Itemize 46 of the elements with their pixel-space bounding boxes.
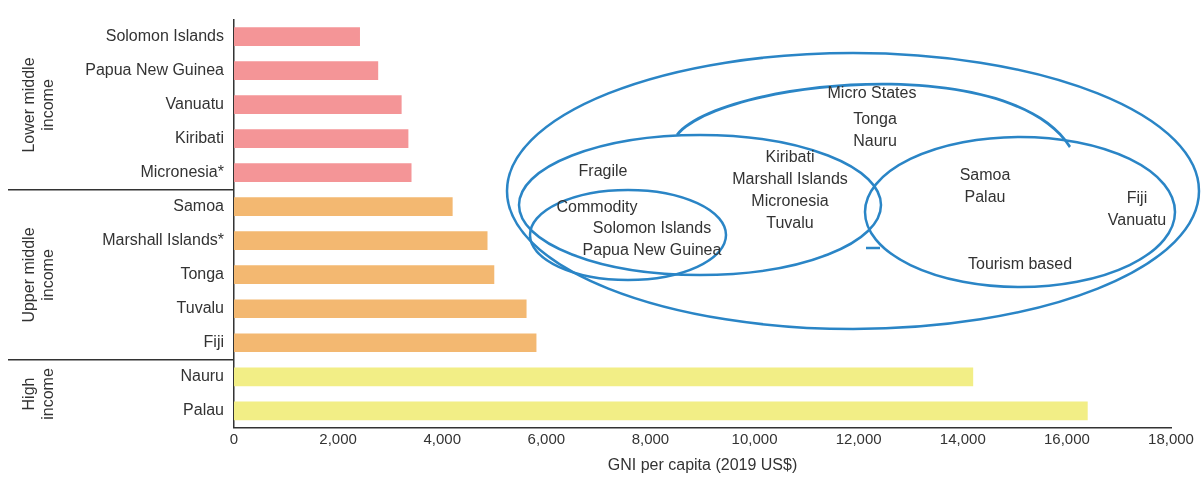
annotation: Fragile (578, 161, 628, 181)
bar (234, 299, 527, 319)
y-tick-label: Tonga (180, 265, 225, 283)
bar (234, 197, 453, 217)
x-tick-label: 0 (229, 429, 239, 447)
y-tick-label: Nauru (180, 367, 224, 385)
bar (234, 401, 1088, 421)
text: Upper middle income (19, 227, 57, 323)
x-tick-label: 6,000 (527, 429, 566, 447)
x-tick-label: 16,000 (1043, 429, 1090, 447)
annotation: Kiribati Marshall Islands Micronesia Tuvalu (732, 147, 848, 233)
y-tick-label: Tuvalu (176, 299, 224, 317)
annotation: Tourism based (967, 254, 1073, 274)
bar (234, 27, 360, 46)
x-tick-label: 8,000 (631, 429, 670, 447)
bar (234, 61, 379, 80)
annotation: Commodity (556, 197, 638, 217)
bar (234, 129, 409, 149)
x-tick-label: 18,000 (1148, 429, 1194, 447)
x-tick-label: 2,000 (319, 429, 357, 447)
y-tick-label: Samoa (173, 197, 225, 215)
bar (234, 367, 974, 387)
y-tick-label: Vanuatu (165, 95, 224, 113)
y-tick-label: Fiji (203, 333, 224, 351)
x-tick-label: 10,000 (731, 429, 778, 447)
y-tick-label: Papua New Guinea (85, 61, 225, 79)
y-tick-label: Micronesia* (140, 163, 224, 181)
text: High income (19, 367, 57, 420)
y-tick-label: Marshall Islands* (102, 231, 224, 249)
x-tick-label: 4,000 (423, 429, 461, 447)
y-tick-label: Kiribati (175, 129, 224, 147)
annotation: Samoa Palau (959, 165, 1011, 207)
bar (234, 231, 488, 251)
x-tick-label: 12,000 (835, 429, 882, 447)
text: Lower middle income (19, 57, 57, 153)
x-axis-title: GNI per capita (2019 US$) (607, 455, 798, 473)
x-tick-label: 14,000 (939, 429, 986, 447)
bar (234, 163, 412, 183)
y-tick-label: Palau (183, 401, 224, 419)
bar (234, 333, 537, 353)
annotation: Tonga Nauru (853, 109, 897, 151)
annotation: Fiji Vanuatu (1107, 188, 1167, 230)
bar (234, 95, 402, 114)
bar (234, 265, 495, 285)
y-tick-label: Solomon Islands (105, 27, 224, 45)
annotation: Micro States (827, 83, 917, 103)
